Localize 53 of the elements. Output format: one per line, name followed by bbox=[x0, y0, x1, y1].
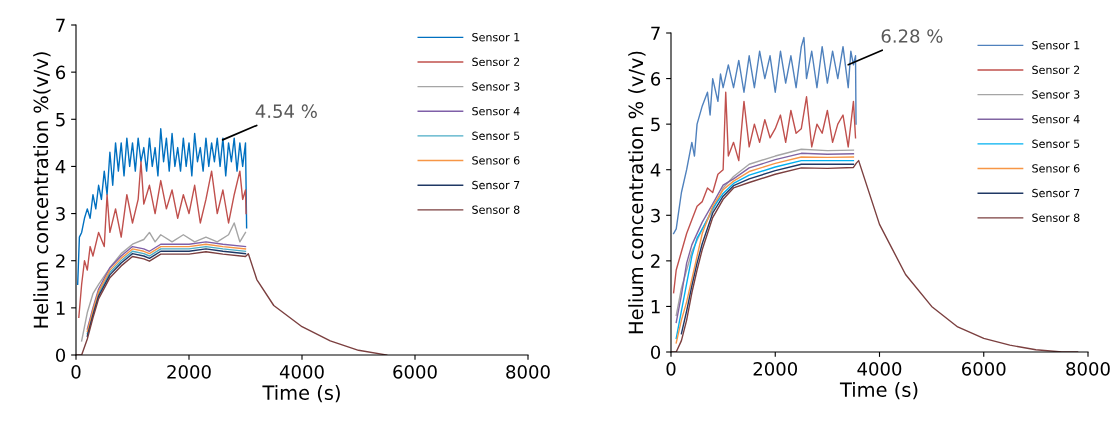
line-series bbox=[78, 161, 247, 318]
legend-label: Sensor 3 bbox=[1032, 90, 1080, 99]
legend-label: Sensor 6 bbox=[1032, 164, 1080, 173]
y-tick-label: 0 bbox=[55, 348, 66, 363]
y-tick-label: 1 bbox=[56, 301, 65, 315]
x-axis-title: Time (s) bbox=[262, 384, 340, 403]
y-tick-label: 3 bbox=[651, 208, 660, 223]
legend-label: Sensor 5 bbox=[1032, 139, 1080, 148]
legend-label: Sensor 5 bbox=[472, 131, 520, 140]
x-tick-label: 4000 bbox=[279, 365, 324, 379]
legend-label: Sensor 4 bbox=[472, 106, 520, 116]
y-tick-label: 3 bbox=[56, 207, 65, 221]
x-tick-label: 2000 bbox=[167, 365, 211, 379]
y-tick-label: 5 bbox=[651, 117, 660, 132]
y-tick-label: 6 bbox=[56, 65, 66, 80]
y-tick-label: 4 bbox=[55, 160, 66, 174]
y-tick-label: 2 bbox=[56, 254, 65, 268]
y-tick-label: 6 bbox=[651, 72, 661, 86]
legend-label: Sensor 2 bbox=[1032, 65, 1080, 75]
line-series bbox=[80, 222, 247, 342]
legend-label: Sensor 1 bbox=[472, 32, 520, 42]
x-tick-label: 6000 bbox=[393, 365, 437, 379]
y-tick-label: 2 bbox=[651, 254, 660, 268]
legend-label: Sensor 1 bbox=[1032, 40, 1080, 50]
x-tick-label: 0 bbox=[666, 362, 676, 376]
x-tick-label: 8000 bbox=[1066, 362, 1110, 376]
y-tick-label: 7 bbox=[651, 26, 660, 40]
x-tick-label: 6000 bbox=[962, 362, 1006, 376]
y-axis-title: Helium concentration % (v/v) bbox=[628, 51, 646, 334]
legend-label: Sensor 4 bbox=[1032, 114, 1080, 124]
y-tick-label: 5 bbox=[56, 112, 65, 127]
y-axis-title: Helium concentration %(v/v) bbox=[33, 52, 51, 328]
annotation: 4.54 % bbox=[255, 104, 317, 119]
x-tick-label: 8000 bbox=[506, 365, 550, 379]
y-tick-label: 0 bbox=[650, 345, 661, 360]
x-tick-label: 0 bbox=[71, 365, 81, 379]
legend-label: Sensor 2 bbox=[472, 57, 520, 67]
legend-label: Sensor 7 bbox=[1032, 188, 1080, 198]
y-tick-label: 4 bbox=[650, 163, 661, 177]
annotation: 6.28 % bbox=[881, 29, 943, 43]
legend-label: Sensor 7 bbox=[472, 180, 520, 190]
y-tick-label: 1 bbox=[651, 300, 660, 314]
legend-label: Sensor 6 bbox=[472, 156, 520, 165]
line-series bbox=[672, 36, 857, 235]
line-series bbox=[76, 128, 248, 285]
y-tick-label: 7 bbox=[56, 18, 65, 32]
legend-label: Sensor 8 bbox=[1032, 213, 1080, 222]
line-series bbox=[672, 91, 857, 294]
x-tick-label: 4000 bbox=[857, 362, 902, 376]
legend-label: Sensor 8 bbox=[472, 205, 520, 214]
x-tick-label: 2000 bbox=[753, 362, 798, 376]
legend-label: Sensor 3 bbox=[472, 82, 520, 91]
x-axis-title: Time (s) bbox=[839, 381, 918, 400]
